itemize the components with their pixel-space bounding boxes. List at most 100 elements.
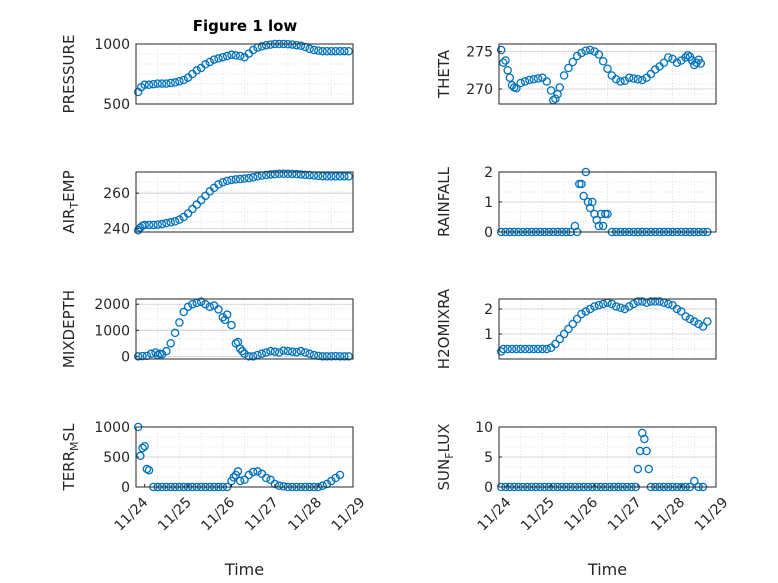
- data-point: [209, 55, 219, 64]
- data-point: [257, 349, 267, 359]
- data-point: [340, 352, 349, 361]
- data-point: [596, 209, 606, 219]
- data-point: [624, 302, 634, 311]
- data-point: [603, 209, 612, 219]
- data-point: [292, 169, 301, 179]
- data-point: [301, 42, 310, 52]
- data-point: [222, 51, 232, 61]
- data-point: [266, 40, 275, 49]
- data-point: [248, 45, 258, 55]
- data-point: [153, 220, 162, 229]
- data-point: [633, 297, 643, 306]
- data-point: [283, 169, 293, 179]
- data-point: [637, 297, 647, 306]
- data-point: [218, 313, 228, 322]
- data-point: [149, 220, 158, 230]
- data-point: [512, 344, 521, 354]
- data-point: [257, 42, 267, 51]
- data-point: [201, 60, 210, 69]
- data-point: [292, 347, 301, 357]
- data-point: [166, 78, 175, 88]
- data-point: [188, 299, 197, 309]
- data-point: [235, 476, 245, 486]
- data-point: [240, 174, 249, 183]
- data-point: [218, 52, 228, 62]
- data-point: [287, 169, 297, 179]
- data-point: [170, 217, 180, 226]
- data-point: [235, 344, 245, 353]
- data-point: [568, 57, 578, 67]
- data-point: [314, 46, 323, 55]
- data-point: [505, 73, 515, 83]
- data-point: [327, 352, 336, 361]
- data-point: [677, 307, 686, 316]
- data-point: [698, 322, 708, 331]
- data-point: [520, 77, 530, 86]
- data-point: [585, 45, 595, 55]
- data-point: [646, 69, 656, 79]
- data-point: [525, 75, 534, 85]
- y-tick-label: 275: [466, 45, 493, 61]
- data-point: [559, 71, 569, 80]
- subplot-1: 500 1000 PRESSURE: [60, 35, 354, 114]
- data-point: [274, 169, 284, 179]
- data-point: [248, 173, 258, 182]
- data-point: [594, 50, 604, 59]
- data-point: [162, 218, 171, 228]
- y-tick-label: 0: [121, 349, 130, 365]
- data-point: [318, 171, 327, 181]
- data-point: [175, 215, 184, 224]
- data-point: [227, 320, 236, 330]
- y-tick-label: 500: [103, 450, 130, 466]
- x-axis-label: Time: [587, 560, 627, 579]
- axes-frame: [135, 43, 354, 105]
- data-point: [162, 79, 171, 88]
- data-point: [672, 58, 682, 68]
- data-point: [577, 309, 586, 319]
- data-point: [624, 73, 634, 83]
- data-point: [564, 324, 573, 334]
- data-point: [301, 348, 310, 357]
- data-point: [598, 57, 608, 66]
- data-point: [512, 84, 521, 93]
- data-point: [166, 339, 175, 348]
- data-point: [175, 318, 184, 327]
- data-point: [629, 299, 638, 309]
- data-point: [231, 175, 241, 184]
- y-tick-label: 1: [484, 327, 493, 343]
- y-tick-label: 0: [121, 480, 130, 496]
- data-point: [581, 307, 591, 316]
- data-point: [261, 348, 271, 357]
- data-point: [133, 225, 143, 235]
- axes-frame: [135, 426, 354, 488]
- data-point: [144, 220, 154, 230]
- data-point: [664, 53, 673, 62]
- data-point: [331, 46, 340, 56]
- y-tick-label: 2: [484, 165, 493, 181]
- data-point: [588, 197, 597, 207]
- axes-frame: [498, 43, 717, 105]
- axes-frame: [498, 298, 717, 360]
- subplot-5: 0 1000 2000 MIXDEPTH: [60, 290, 354, 368]
- data-point: [266, 475, 275, 485]
- data-point: [642, 446, 651, 456]
- data-point: [551, 339, 560, 349]
- data-point: [594, 300, 604, 310]
- data-point: [507, 344, 517, 354]
- y-tick-label: 2: [484, 302, 493, 318]
- data-point: [620, 304, 630, 314]
- data-point: [179, 307, 188, 317]
- data-point: [585, 304, 595, 314]
- data-point: [564, 63, 573, 73]
- data-point: [279, 169, 288, 179]
- data-point: [220, 315, 230, 325]
- data-point: [292, 40, 301, 50]
- data-point: [138, 443, 147, 453]
- data-point: [577, 48, 586, 58]
- y-axis-label: PRESSURE: [60, 35, 78, 114]
- data-point: [503, 66, 512, 75]
- y-axis-label: SUNFLUX: [435, 424, 456, 491]
- data-point: [214, 305, 223, 314]
- data-point: [318, 46, 327, 56]
